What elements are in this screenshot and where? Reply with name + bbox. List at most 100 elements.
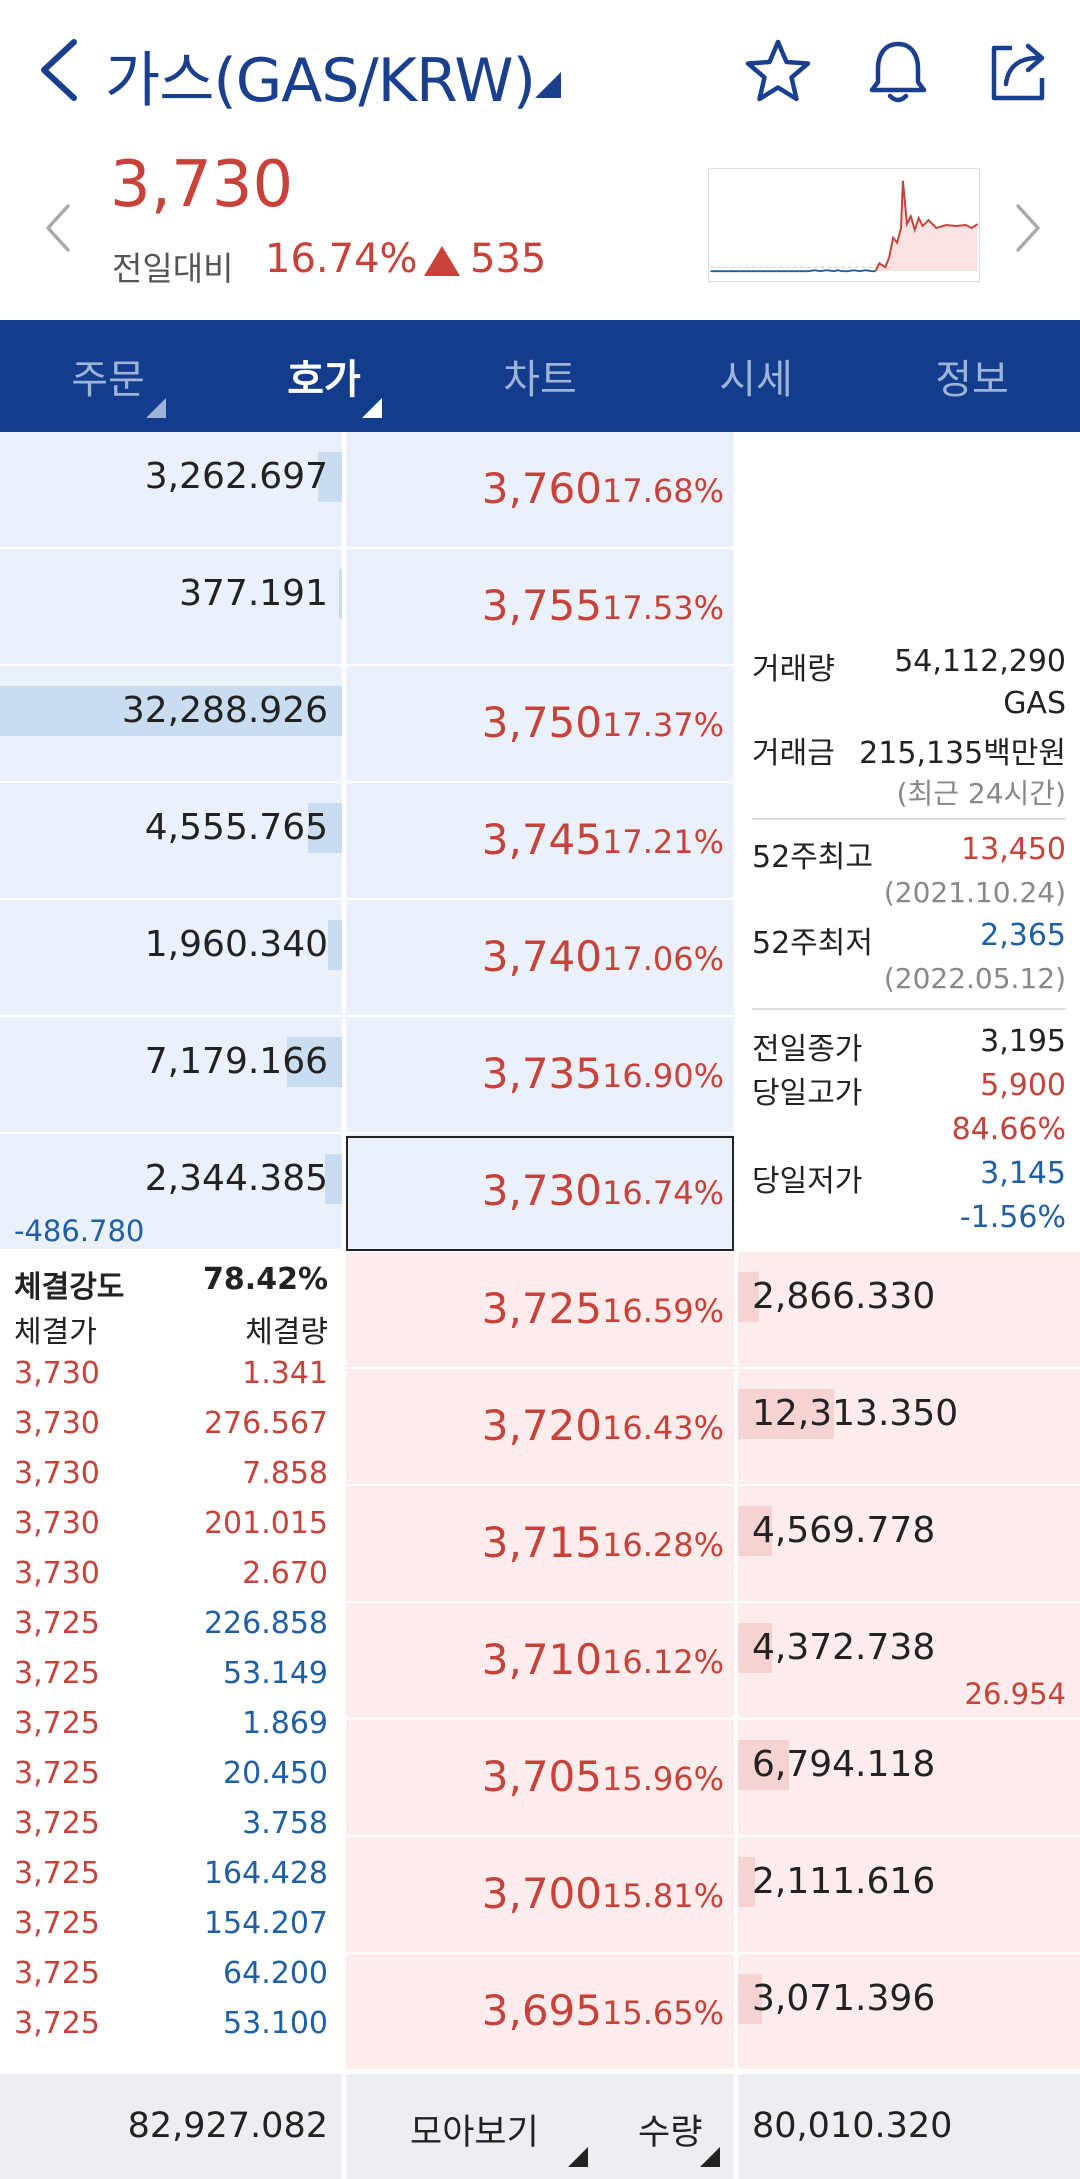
- back-arrow-icon[interactable]: [30, 30, 90, 110]
- ask-percent: 16.74%: [601, 1174, 724, 1212]
- quantity-mode-button[interactable]: 수량: [638, 2113, 703, 2153]
- bid-volume: 2,866.330: [752, 1276, 936, 1317]
- bid-row[interactable]: 3,700 15.81% 2,111.616: [0, 1837, 1080, 1954]
- bid-row[interactable]: 3,705 15.96% 6,794.118: [0, 1720, 1080, 1837]
- ask-percent: 16.90%: [601, 1057, 724, 1095]
- mini-price-chart[interactable]: [708, 168, 980, 282]
- bid-price: 3,720: [481, 1401, 602, 1450]
- trade-price: 3,725: [14, 1956, 100, 1991]
- up-triangle-icon: [424, 246, 460, 276]
- ask-volume: 377.191: [179, 573, 328, 614]
- volume-bar: [328, 920, 342, 970]
- trade-quantity: 20.450: [223, 1756, 328, 1791]
- bid-row[interactable]: 3,725 16.59% 2,866.330: [0, 1252, 1080, 1369]
- volume-bar: [738, 1740, 789, 1790]
- page-title[interactable]: 가스(GAS/KRW): [105, 46, 536, 116]
- dropdown-triangle-icon[interactable]: [568, 2147, 588, 2167]
- bid-volume: 3,071.396: [752, 1978, 936, 2019]
- day-low-label: 당일저가: [752, 1164, 863, 1199]
- trade-history-panel[interactable]: 체결강도 78.42% 체결가 체결량 3,730 1.341 3,730 276.5…: [0, 1252, 342, 2074]
- day-low-value: 3,145: [980, 1156, 1066, 1191]
- volume-bar: [738, 1389, 834, 1439]
- ask-row[interactable]: 4,555.765 3,745 17.21%: [0, 783, 1080, 900]
- ask-price: 3,750: [481, 698, 602, 747]
- ask-price: 3,760: [481, 464, 602, 513]
- trade-price: 3,725: [14, 1806, 100, 1841]
- prev-close-label: 전일종가: [752, 1032, 863, 1067]
- tab-chart[interactable]: 차트: [432, 320, 648, 432]
- amount-label: 거래금: [752, 736, 835, 771]
- high52-value: 13,450: [961, 832, 1066, 867]
- trade-row: 3,730 7.858: [0, 1452, 342, 1502]
- ask-price: 3,745: [481, 815, 602, 864]
- view-mode-button[interactable]: 모아보기: [410, 2113, 539, 2153]
- ask-volume: 2,344.385: [144, 1158, 328, 1199]
- tab-label: 정보: [935, 357, 1009, 403]
- trade-row: 3,730 2.670: [0, 1552, 342, 1602]
- tab-bar: 주문 호가 차트 시세 정보: [0, 320, 1080, 432]
- strength-value: 78.42%: [203, 1262, 328, 1297]
- ask-row[interactable]: 2,344.385 3,730 16.74%: [0, 1134, 1080, 1251]
- trade-row: 3,725 53.149: [0, 1652, 342, 1702]
- trade-row: 3,730 1.341: [0, 1352, 342, 1402]
- ask-volume: 32,288.926: [121, 690, 328, 731]
- tab-market-price[interactable]: 시세: [648, 320, 864, 432]
- ask-row[interactable]: 3,262.697 3,760 17.68%: [0, 432, 1080, 549]
- trade-qty-header: 체결량: [245, 1315, 328, 1350]
- order-book-footer: 82,927.082 모아보기 수량 80,010.320: [0, 2074, 1080, 2179]
- chevron-right-icon[interactable]: [1010, 200, 1046, 256]
- trade-quantity: 53.149: [223, 1656, 328, 1691]
- divider: [342, 2074, 346, 2179]
- ask-price: 3,755: [481, 581, 602, 630]
- bid-row[interactable]: 3,715 16.28% 4,569.778: [0, 1486, 1080, 1603]
- tab-order[interactable]: 주문: [0, 320, 216, 432]
- tab-info[interactable]: 정보: [864, 320, 1080, 432]
- share-icon[interactable]: [982, 36, 1054, 108]
- volume-bar: [738, 1974, 762, 2024]
- volume-bar: [0, 686, 342, 736]
- ask-percent: 17.53%: [601, 589, 724, 627]
- bid-row[interactable]: 3,710 16.12% 4,372.738 26.954: [0, 1603, 1080, 1720]
- trade-price: 3,730: [14, 1506, 100, 1541]
- bid-percent: 16.43%: [601, 1409, 724, 1447]
- bid-row[interactable]: 3,695 15.65% 3,071.396: [0, 1954, 1080, 2071]
- trade-price: 3,725: [14, 1906, 100, 1941]
- ask-row[interactable]: 1,960.340 3,740 17.06%: [0, 900, 1080, 1017]
- ask-row[interactable]: 7,179.166 3,735 16.90%: [0, 1017, 1080, 1134]
- volume-bar: [318, 452, 342, 502]
- high52-date: (2021.10.24): [883, 876, 1066, 909]
- bell-icon[interactable]: [862, 36, 934, 108]
- trade-quantity: 201.015: [203, 1506, 328, 1541]
- strength-label: 체결강도: [14, 1270, 125, 1305]
- header: 가스(GAS/KRW) 3,730 전일대비 16.74% 535: [0, 0, 1080, 320]
- bid-percent: 16.12%: [601, 1643, 724, 1681]
- ask-row[interactable]: 32,288.926 3,750 17.37%: [0, 666, 1080, 783]
- bid-volume: 12,313.350: [752, 1393, 959, 1434]
- chevron-left-icon[interactable]: [40, 200, 76, 256]
- bid-price: 3,715: [481, 1518, 602, 1567]
- tab-orderbook[interactable]: 호가: [216, 320, 432, 432]
- dropdown-triangle-icon[interactable]: [535, 72, 561, 98]
- tab-label: 시세: [719, 357, 793, 403]
- tab-label: 차트: [503, 357, 577, 403]
- bid-total: 80,010.320: [752, 2106, 953, 2146]
- ask-volume: 3,262.697: [144, 456, 328, 497]
- trade-row: 3,725 64.200: [0, 1952, 342, 2002]
- trade-price: 3,730: [14, 1406, 100, 1441]
- market-info-panel: 거래량 54,112,290 GAS 거래금 215,135백만원 (최근 24…: [738, 432, 1080, 1252]
- trade-price: 3,730: [14, 1356, 100, 1391]
- star-icon[interactable]: [742, 36, 814, 108]
- ask-row[interactable]: 377.191 3,755 17.53%: [0, 549, 1080, 666]
- bid-volume: 6,794.118: [752, 1744, 936, 1785]
- dropdown-triangle-icon[interactable]: [700, 2147, 720, 2167]
- trade-row: 3,725 164.428: [0, 1852, 342, 1902]
- trade-row: 3,725 226.858: [0, 1602, 342, 1652]
- bid-percent: 16.28%: [601, 1526, 724, 1564]
- volume-bar: [738, 1506, 772, 1556]
- volume-bar: [339, 569, 342, 619]
- trade-row: 3,725 3.758: [0, 1802, 342, 1852]
- bid-row[interactable]: 3,720 16.43% 12,313.350: [0, 1369, 1080, 1486]
- ask-volume: 7,179.166: [144, 1041, 328, 1082]
- trade-quantity: 64.200: [223, 1956, 328, 1991]
- volume-bar: [738, 1623, 772, 1673]
